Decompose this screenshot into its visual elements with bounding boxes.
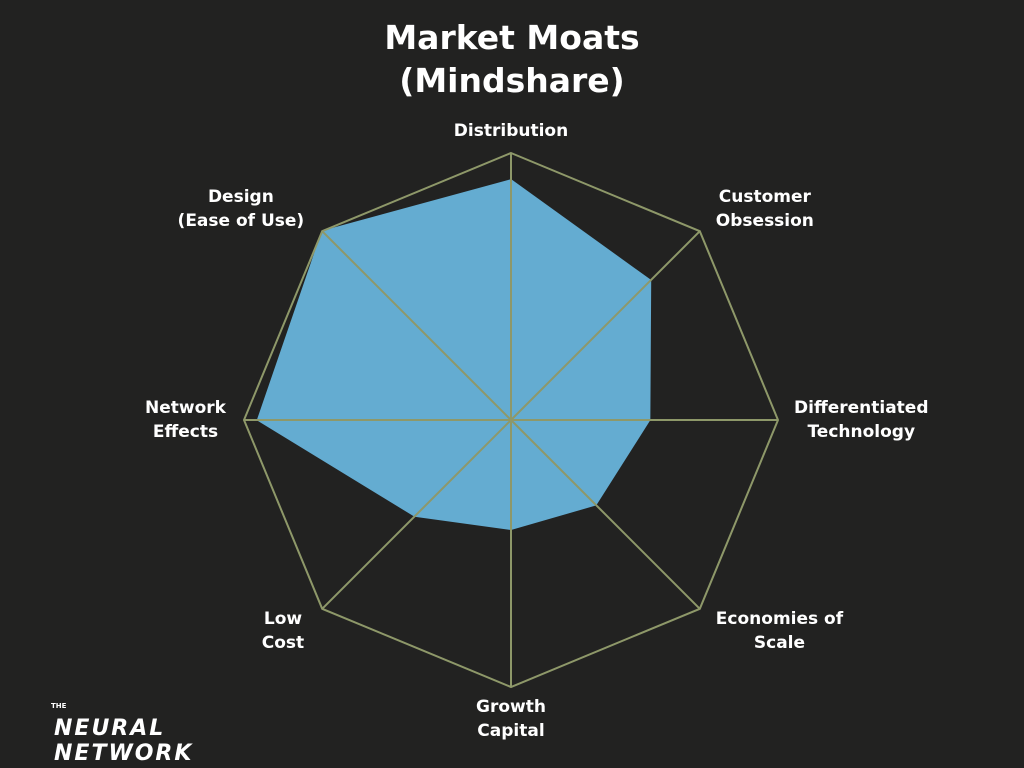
logo: THE NEURAL NETWORK bbox=[48, 702, 308, 766]
axis-label: Distribution bbox=[453, 121, 569, 141]
axis-label: Differentiated Technology bbox=[794, 398, 929, 442]
axis-label: Customer Obsession bbox=[715, 186, 814, 231]
spoke bbox=[510, 230, 701, 421]
axis-label: Design (Ease of Use) bbox=[177, 186, 305, 231]
axis-label: Network Effects bbox=[145, 398, 226, 442]
axis-label: Low Cost bbox=[261, 609, 305, 654]
spoke bbox=[321, 419, 512, 610]
spoke bbox=[321, 230, 512, 421]
outer-ring bbox=[242, 151, 780, 689]
axis-label: Economies of Scale bbox=[715, 609, 844, 654]
logo-small: THE bbox=[51, 702, 67, 710]
spoke bbox=[510, 419, 701, 610]
chart-title: Market Moats (Mindshare) bbox=[384, 18, 640, 100]
logo-text: NEURAL NETWORK bbox=[54, 716, 194, 766]
axis-label: Growth Capital bbox=[476, 697, 546, 741]
